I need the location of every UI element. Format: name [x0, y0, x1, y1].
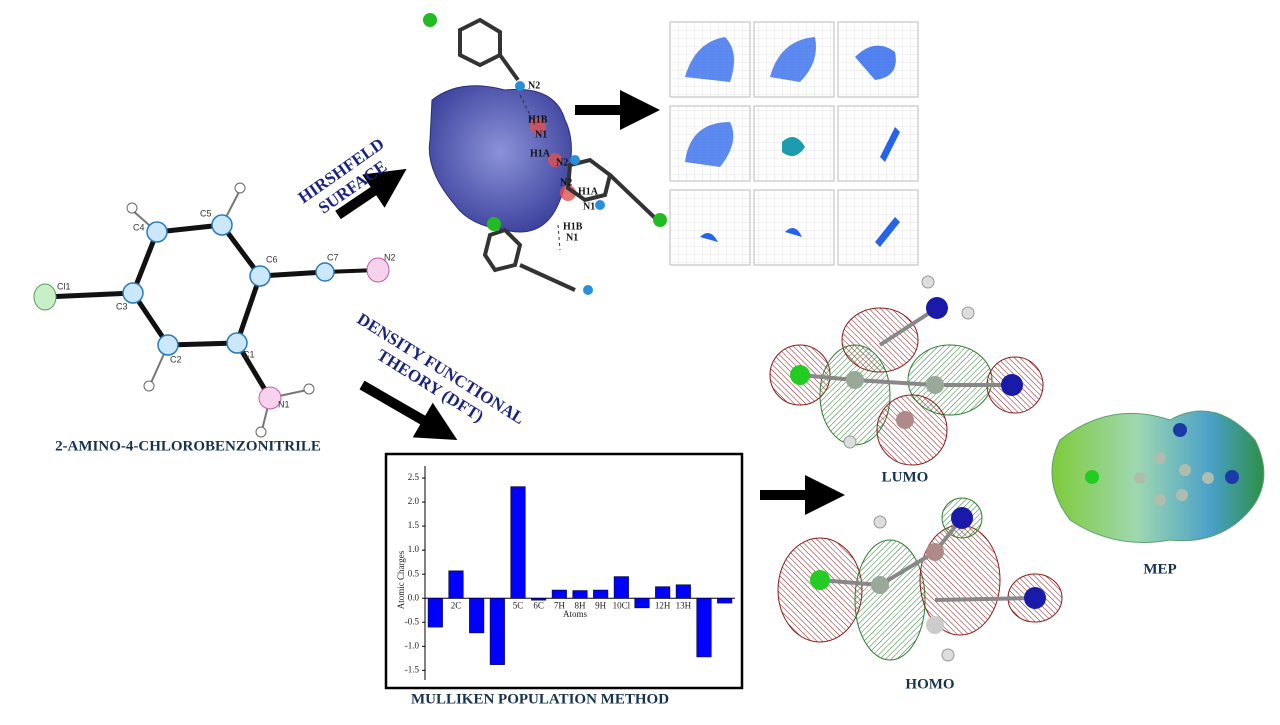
y-tick-label: -1.5 [405, 664, 420, 674]
bar [469, 597, 485, 634]
y-tick-label: 0.0 [408, 592, 420, 602]
x-tick-label: 12H [655, 600, 671, 610]
atom-label: H1A [578, 186, 599, 197]
atom-label: N2 [560, 177, 572, 188]
atom-label: H1B [563, 221, 583, 232]
x-tick-label: 7H [554, 600, 566, 610]
x-tick-label: 8H [575, 600, 587, 610]
mep-surface [1051, 410, 1265, 543]
atom-label: H1B [528, 114, 548, 125]
atom-label: N2 [384, 252, 396, 262]
atom-label: C2 [170, 354, 182, 364]
y-tick-label: -1.0 [405, 640, 420, 650]
bar [572, 590, 588, 599]
atom-label: C4 [133, 222, 145, 232]
bar [613, 576, 629, 599]
atom-label: N2 [528, 80, 540, 91]
bar [634, 597, 650, 609]
bar [448, 570, 464, 599]
atom-label: N1 [566, 232, 578, 243]
atom-label: C3 [116, 301, 128, 311]
y-tick-label: 1.0 [408, 544, 420, 554]
atom-label: N1 [583, 201, 595, 212]
mulliken-chart: -1.5 -1.0 -0.5 0.0 0.5 1.0 1.5 2.0 2.5 2C 5C 6C 7H 8H… [405, 472, 735, 674]
atom-label: N1 [535, 129, 547, 140]
bar [489, 597, 505, 665]
ortep-molecule: Cl1 C3 C4 C5 C6 C7 N2 C1 C2 N1 [33, 182, 396, 438]
homo-label: HOMO [905, 676, 954, 692]
dft-label: DENSITY FUNCTIONAL [354, 309, 528, 428]
atom-label: C5 [200, 208, 212, 218]
atom-label: Cl1 [57, 281, 71, 291]
fingerprint-plots [669, 21, 919, 266]
x-tick-label: 5C [513, 600, 524, 610]
bar [510, 486, 526, 599]
atom-label: N2 [556, 157, 568, 168]
bar [675, 584, 691, 599]
y-tick-label: 1.5 [408, 520, 420, 530]
hirshfeld-surface: N2 H1B N1 H1A N2 N2 H1A N1 H1B N1 [423, 13, 667, 295]
bar [717, 597, 733, 604]
y-tick-label: 0.5 [408, 568, 420, 578]
y-tick-label: -0.5 [405, 616, 420, 626]
mep-label: MEP [1143, 561, 1176, 577]
bar [655, 586, 671, 599]
x-tick-label: 6C [533, 600, 544, 610]
x-tick-label: 10Cl [613, 600, 631, 610]
bar [593, 589, 609, 599]
x-axis-label: Atoms [563, 609, 588, 619]
lumo-label: LUMO [882, 469, 929, 485]
atom-label: C7 [327, 252, 339, 262]
bar [427, 597, 443, 628]
y-tick-label: 2.0 [408, 496, 420, 506]
compound-name: 2-AMINO-4-CHLOROBENZONITRILE [55, 438, 321, 454]
bar [531, 597, 547, 601]
y-tick-label: 2.5 [408, 472, 420, 482]
lumo-orbital [769, 275, 1044, 466]
bar [696, 597, 712, 658]
chart-frame [384, 452, 744, 690]
y-axis-label: Atomic Charges [396, 550, 406, 609]
atom-label: H1A [530, 148, 551, 159]
homo-orbital [777, 497, 1063, 662]
atom-label: N1 [278, 399, 290, 409]
atom-label: C6 [266, 254, 278, 264]
x-tick-label: 13H [676, 600, 692, 610]
x-tick-label: 2C [451, 600, 462, 610]
arrows [335, 90, 845, 515]
chart-title: MULLIKEN POPULATION METHOD [411, 691, 669, 707]
atom-label: C1 [243, 349, 255, 359]
bar [551, 589, 567, 599]
x-tick-label: 9H [595, 600, 607, 610]
